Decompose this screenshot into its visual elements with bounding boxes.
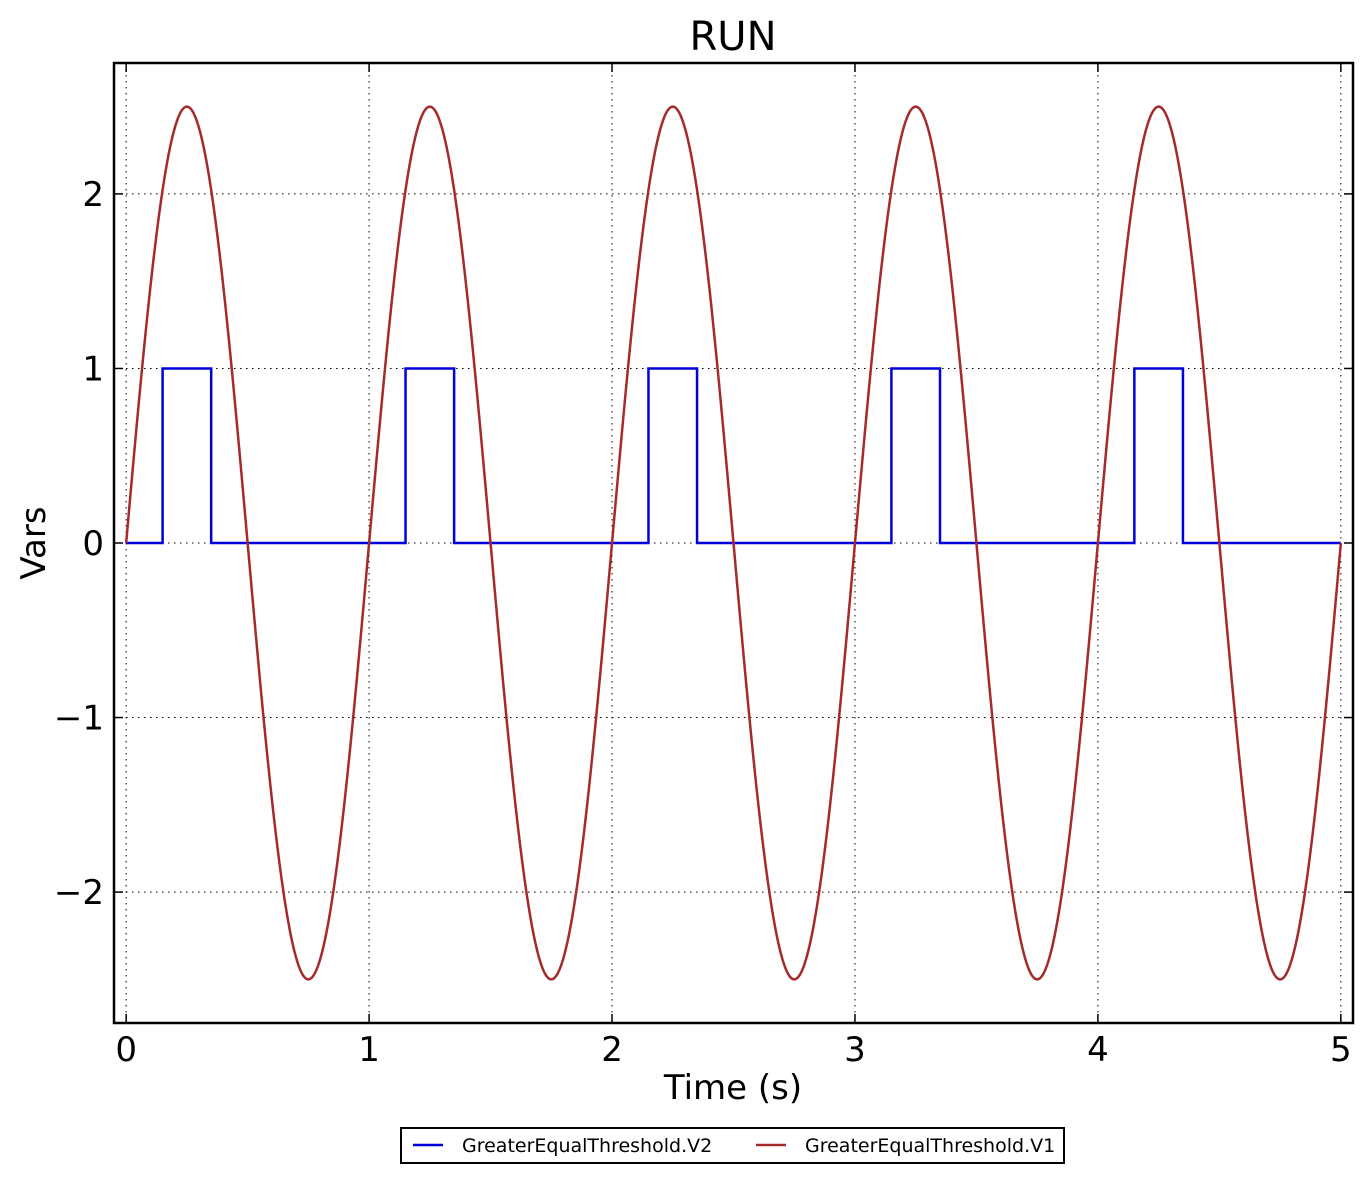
y-axis-label: Vars (14, 506, 54, 579)
y-tick-label: 2 (82, 175, 104, 215)
legend: GreaterEqualThreshold.V2 GreaterEqualThr… (400, 1127, 1065, 1164)
legend-label-v2: GreaterEqualThreshold.V2 (462, 1135, 712, 1157)
x-tick-label: 2 (601, 1030, 623, 1070)
axis-ticks: 0 1 2 3 4 5 −2 −1 0 1 2 (54, 63, 1353, 1070)
y-tick-label: −2 (54, 873, 104, 913)
chart-title: RUN (690, 14, 777, 60)
x-tick-label: 1 (358, 1030, 380, 1070)
legend-label-v1: GreaterEqualThreshold.V1 (805, 1135, 1055, 1157)
y-tick-label: −1 (54, 699, 104, 739)
x-tick-label: 4 (1087, 1030, 1109, 1070)
x-tick-label: 0 (115, 1030, 137, 1070)
x-tick-label: 3 (844, 1030, 866, 1070)
series-layer (124, 105, 1343, 981)
legend-frame (400, 1127, 1065, 1164)
y-tick-label: 1 (82, 349, 104, 389)
series-line-v2 (126, 367, 1341, 545)
y-tick-label: 0 (82, 524, 104, 564)
x-tick-label: 5 (1330, 1030, 1352, 1070)
series-line-v1 (124, 105, 1343, 981)
x-axis-label: Time (s) (663, 1068, 802, 1108)
